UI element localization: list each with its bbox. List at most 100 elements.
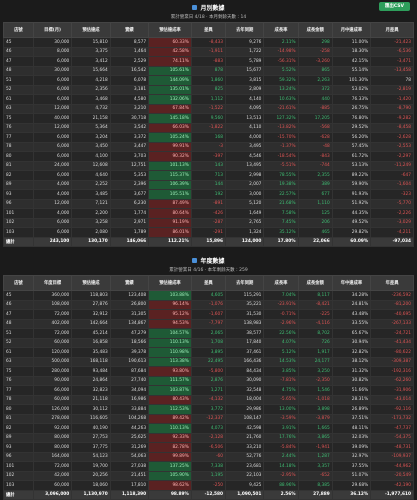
table-cell: 53.13% [331,160,372,171]
table-cell: 52,776 [224,451,265,462]
table-cell: 1,195 [190,470,227,481]
table-cell: -236,592 [370,290,414,301]
table-row: 93 80,000 37,775 31,269 82.78% -6,506 33,210 -5… [3,442,414,453]
table-cell: 33.55% [331,318,372,329]
table-cell: 12,000 [32,103,73,114]
table-cell: 7.04% [263,290,299,301]
table-cell: 15,810 [71,37,111,48]
table-cell: 104,268 [109,413,150,424]
table-cell: 190,613 [109,356,150,367]
table-cell: 40,190 [71,423,111,434]
table-cell: 3,375 [71,46,111,57]
table-row: 81 24,000 12,608 12,751 101.13% 143 13,495 -5.5… [3,160,414,171]
table-cell: 37.55% [331,461,372,472]
table-cell: 101 [3,208,34,219]
table-cell: 1,546 [297,385,333,396]
table-cell: 18,060 [71,480,111,491]
table-cell: -97,034 [370,236,414,247]
table-cell: 98.62% [148,480,192,491]
table-cell: 80 [3,404,34,415]
table-cell: 47 [3,56,34,67]
table-cell: 3,258 [71,217,111,228]
table-cell: 5.52% [263,65,299,76]
table-cell: 67.84% [148,103,192,114]
table-cell: 113.38% [148,356,192,367]
column-header: 成長金額 [297,22,333,38]
table-cell: 6,000 [32,132,73,143]
table-cell: 86.01% [148,227,192,238]
table-cell: 23,681 [224,461,265,472]
table-cell: 13.24% [263,84,299,95]
table-cell: 52 [3,337,34,348]
table-cell: -48 [297,141,333,152]
table-cell: 13,513 [224,113,265,124]
table-cell: 1,917 [297,347,333,358]
table-cell: 16,858 [71,337,111,348]
table-row: 61 6,000 3,468 4,580 132.06% 1,112 4,140 10.63%… [3,94,414,105]
column-header: 月中達成率 [331,22,372,38]
table-cell: 89 [3,179,34,190]
table-cell: 90,000 [32,375,73,386]
table-row: 46 8,000 3,375 1,464 42.58% -1,911 1,722 -14.98… [3,46,414,57]
table-cell: 101.30% [331,75,372,86]
table-cell: 7.45% [263,217,299,228]
table-cell: -2,350 [297,375,333,386]
table-cell: 2,971 [109,217,150,228]
table-cell: 2,252 [71,179,111,190]
table-cell: 81 [3,160,34,171]
table-cell: 166,436 [224,356,265,367]
table-cell: 44.35% [331,208,372,219]
table-cell: -13,458 [370,65,414,76]
table-cell: -4,116 [297,318,333,329]
table-cell: 713 [190,170,227,181]
table-cell: 8,117 [297,290,333,301]
table-cell: -309,387 [370,356,414,367]
table-cell: 3,412 [71,56,111,67]
table-row: 75 280,000 93,484 87,684 93.80% -5,800 84,434 3… [3,366,414,377]
table-cell: 81 [3,413,34,424]
table-cell: -3,879 [297,413,333,424]
table-cell: 38,577 [224,328,265,339]
table-cell: 110.13% [148,423,192,434]
table-cell: -8,458 [370,122,414,133]
table-cell: 9,425 [224,480,265,491]
table-cell: -20,549 [370,470,414,481]
table-row: 101 4,000 2,200 1,774 80.64% -426 1,649 7.58% 12… [3,208,414,219]
table-cell: 32,548 [224,385,265,396]
icon [192,257,198,263]
table-cell: 27,753 [71,432,111,443]
table-cell: -3.59% [263,413,299,424]
table-cell: 30,718 [109,113,150,124]
table-cell: 2,396 [109,179,150,190]
table-cell: 30,112 [71,404,111,415]
table-cell: 66,000 [32,385,73,396]
table-cell: 3.85% [263,366,299,377]
table-cell: 6,000 [32,94,73,105]
table-cell: 61 [3,347,34,358]
table-cell: 17.76% [263,432,299,443]
table-cell: 2,200 [71,208,111,219]
table-cell: 32.82% [331,347,372,358]
table-cell: 91.19% [148,217,192,228]
table-cell: 16,986 [109,394,150,405]
table-cell: -192,316 [370,366,414,377]
table-cell: 112.53% [148,404,192,415]
section-subtitle: 累計營業日 4/16 · 本年剩餘天數：259 [169,268,248,273]
table-cell: 72,000 [32,309,73,320]
table-cell: 6,000 [32,141,73,152]
table-cell: 4,000 [32,208,73,219]
table-cell: 98.89% [148,489,192,500]
table-cell: 14.53% [263,356,299,367]
table-cell: 38.12% [331,356,372,367]
table-cell: 4,000 [32,179,73,190]
table-row: 82 6,000 4,640 5,353 115.37% 713 2,998 78.55% 2,… [3,170,414,181]
table-cell: 132.06% [148,94,192,105]
table-cell: 440 [297,94,333,105]
table-row: 47 6,000 3,412 2,529 74.11% -883 5,789 -56.31% -… [3,56,414,67]
column-header: 月差異 [370,22,414,38]
table-cell: -647 [370,170,414,181]
export-button[interactable]: 匯出CSV [378,2,410,11]
table-cell: -291 [190,227,227,238]
table-cell: 76.80% [331,113,372,124]
table-row: 總計 243,100 130,170 146,066 112.21% 15,896 124,… [3,236,414,247]
